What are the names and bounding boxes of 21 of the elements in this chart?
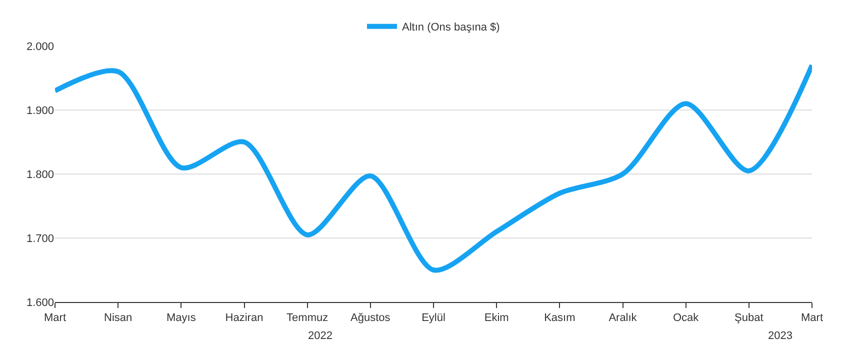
x-tick-label: Eylül [422,312,446,324]
y-tick-label: 1.700 [26,232,54,245]
y-tick-label: 1.600 [26,296,54,309]
y-tick-label: 1.900 [26,104,54,117]
x-tick-label: Haziran [225,312,264,324]
text: 2023 [768,330,792,342]
x-tick-label: Mayıs [166,312,196,324]
text: 2022 [308,330,332,342]
x-tick-label: Nisan [104,312,132,324]
x-tick-label: Kasım [544,312,576,324]
x-tick-label: Ocak [672,312,700,324]
x-tick-label: Mart [44,312,66,324]
x-tick-label: Ekim [484,312,509,324]
x-tick-label: Temmuz [286,312,328,324]
x-tick-label: Mart [801,312,823,324]
y-tick-label: 2.000 [26,40,54,53]
x-tick-label: Şubat [734,312,764,324]
x-tick-label: Aralık [608,312,638,324]
y-tick-label: 1.800 [26,168,54,181]
legend-label: Altın (Ons başına $) [402,22,500,34]
x-tick-label: Ağustos [350,312,391,324]
